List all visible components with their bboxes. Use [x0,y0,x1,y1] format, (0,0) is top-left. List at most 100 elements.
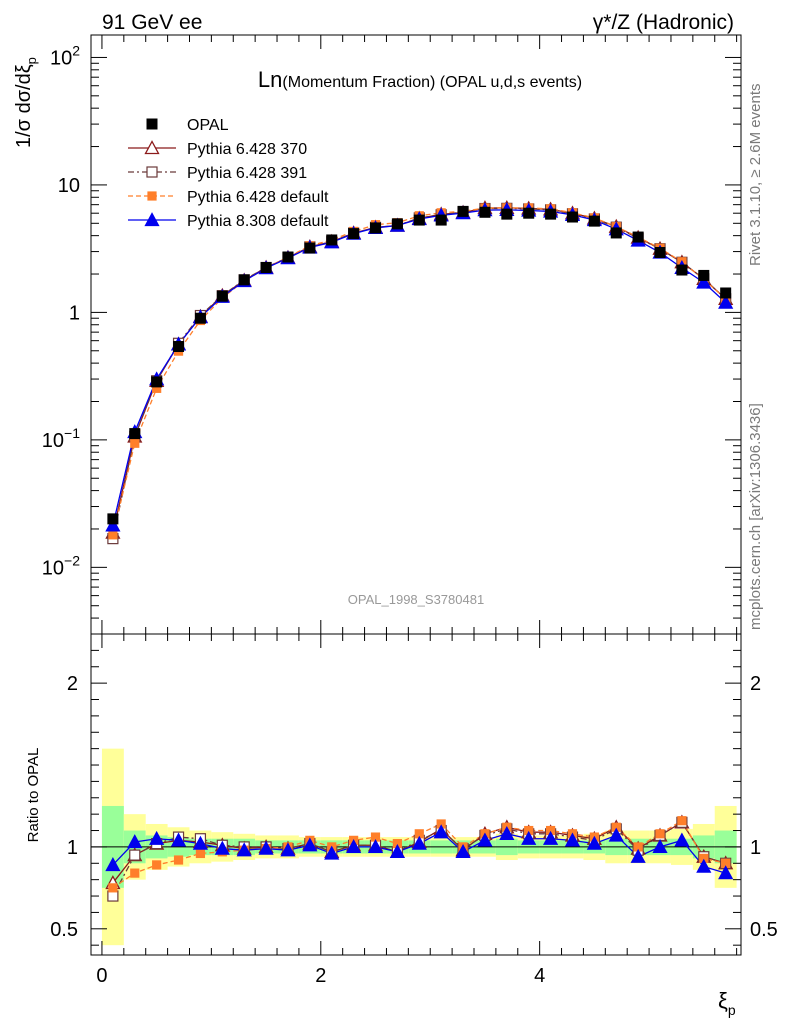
series-point-ratio-3 [543,830,559,845]
opal-data-point [326,234,338,246]
series-point-ratio-3 [696,858,712,873]
series-line-ratio-1 [112,821,726,897]
opal-data-point [676,264,688,276]
ratio-tick-label-right: 0.5 [750,919,778,941]
opal-data-point [370,222,382,234]
series-point-ratio-3 [236,842,252,857]
opal-data-point [720,287,732,299]
series-point-ratio-1 [129,849,141,861]
opal-data-point [566,211,578,223]
series-point-ratio-3 [674,832,690,847]
y-tick-label: 10 [58,175,80,197]
legend-label: Pythia 8.308 default [187,213,329,230]
series-point-ratio-3 [170,832,187,847]
opal-data-point [107,513,119,525]
ratio-tick-label-left: 2 [67,673,78,695]
opal-data-point [654,247,666,259]
opal-data-point [348,228,360,240]
series-point-main-3 [696,274,712,289]
series-point-ratio-2 [677,816,687,826]
opal-data-point [588,215,600,227]
x-axis-label-sub: p [728,1002,736,1018]
opal-data-point [610,227,622,239]
series-point-main-2 [108,530,118,540]
series-point-ratio-3 [433,824,449,839]
series-point-ratio-3 [280,842,296,857]
series-point-ratio-3 [258,840,274,855]
series-line-main-1 [112,207,727,539]
data-markers [105,199,734,902]
y-tick-label: 102 [50,42,80,69]
series-point-ratio-3 [652,839,668,854]
series-point-ratio-3 [192,835,209,850]
opal-data-point [194,312,206,324]
series-point-ratio-3 [521,830,537,845]
chart-title: Ln(Momentum Fraction) (OPAL u,d,s events… [258,67,582,92]
y-tick-exponent: −1 [64,425,80,441]
series-line-main-3 [112,209,727,526]
series-point-ratio-1 [107,890,119,902]
opal-data-point [282,251,294,263]
opal-data-point [173,341,185,353]
series-line-main-2 [112,207,727,535]
chart-title-main: Ln [258,67,282,92]
opal-data-point [479,206,491,218]
legend-marker [147,191,157,201]
opal-data-point [698,269,710,281]
y-axis-label: 1/σ dσ/dξp [13,57,39,148]
series-point-ratio-2 [108,883,118,893]
y-axis-label-sub: p [24,57,39,64]
series-point-ratio-3 [608,827,624,842]
legend-label: Pythia 6.428 391 [187,165,307,182]
series-point-ratio-3 [586,835,602,850]
y-tick-base: 10 [42,430,64,452]
opal-data-point [129,428,141,440]
series-point-ratio-2 [195,848,206,859]
opal-data-point [501,208,513,220]
legend: OPAL Pythia 6.428 370 Pythia 6.428 391 Pyth… [128,117,329,230]
chart-title-rest: (Momentum Fraction) (OPAL u,d,s events) [282,74,582,91]
watermark: OPAL_1998_S3780481 [348,592,484,607]
series-point-ratio-3 [455,843,471,858]
opal-data-point [260,262,272,274]
ratio-plot-frame [90,633,742,956]
series-point-ratio-3 [477,832,493,847]
series-point-ratio-3 [630,848,646,863]
header-right: γ*/Z (Hadronic) [593,11,734,34]
opal-data-point [216,290,228,302]
ratio-y-axis-label: Ratio to OPAL [25,748,42,843]
y-axis-label-main: 1/σ dσ/dξ [13,64,35,148]
y-tick-exponent: 2 [72,42,80,58]
opal-data-point [523,207,535,219]
series-point-main-3 [718,294,734,309]
series-point-ratio-3 [411,835,427,850]
legend-label: Pythia 6.428 default [187,189,329,206]
series-point-main-3 [105,517,121,532]
legend-label: OPAL [187,117,229,134]
opal-data-point [304,242,316,254]
opal-data-point [457,205,469,217]
x-axis-label-main: ξ [718,988,728,1013]
opal-data-point [632,231,644,243]
series-point-ratio-3 [718,865,734,880]
x-tick-label: 0 [96,965,107,987]
series-point-main-2 [130,438,140,448]
opal-data-point [238,274,250,286]
series-point-ratio-3 [324,845,340,860]
ratio-tick-label-right: 2 [750,673,761,695]
legend-marker [144,212,160,227]
x-tick-label: 2 [315,965,326,987]
series-point-ratio-3 [389,843,405,858]
series-point-ratio-2 [130,868,140,878]
x-axis-label: ξp [718,988,736,1018]
y-tick-base: 10 [58,175,80,197]
series-point-ratio-3 [367,839,384,854]
y-tick-exponent: −2 [64,552,80,568]
legend-marker [146,166,158,178]
opal-data-point [545,208,557,220]
ratio-tick-label-left: 1 [67,837,78,859]
legend-label: Pythia 6.428 370 [187,141,307,158]
series-point-ratio-2 [152,860,162,870]
